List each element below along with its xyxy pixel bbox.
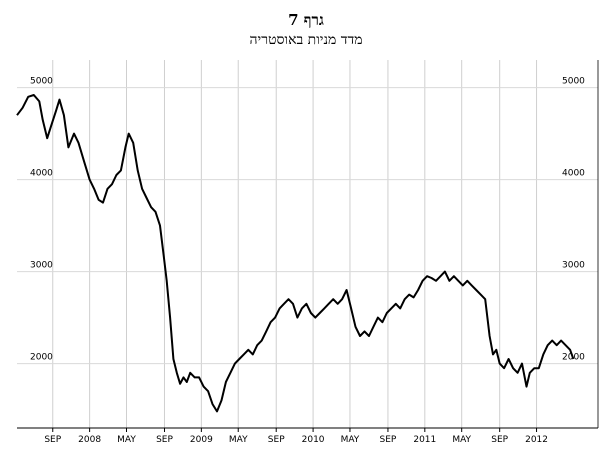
- x-tick-label: MAY: [229, 435, 248, 445]
- x-tick-label: 2011: [413, 435, 436, 445]
- x-tick-label: SEP: [380, 435, 397, 445]
- vertical-gridlines: [52, 60, 538, 428]
- y-tick-label-left: 3000: [30, 261, 53, 271]
- x-tick-label: MAY: [117, 435, 136, 445]
- x-tick-label: 2010: [302, 435, 325, 445]
- x-tick-label: MAY: [341, 435, 360, 445]
- x-tick-label: SEP: [491, 435, 508, 445]
- x-tick-label: 2008: [78, 435, 101, 445]
- x-tick-label: MAY: [452, 435, 471, 445]
- x-tick-label: 2012: [525, 435, 548, 445]
- y-tick-label-left: 5000: [30, 77, 53, 87]
- plot-frame: [17, 60, 599, 429]
- x-axis: SEP 2008 MAY SEP 2009 MAY SEP 2010 MAY SEP 2011 MAY…: [44, 428, 548, 445]
- y-tick-label-left: 2000: [30, 353, 53, 363]
- horizontal-gridlines: [17, 87, 598, 365]
- chart-subtitle: מדד מניות באוסטריה: [249, 32, 363, 48]
- chart-title: גרף 7: [288, 11, 324, 29]
- x-tick-label: SEP: [268, 435, 285, 445]
- series-line: [16, 94, 575, 413]
- y-tick-label-left: 4000: [30, 169, 53, 179]
- y-tick-label-right: 5000: [562, 77, 585, 87]
- y-axis-left: 5000 4000 3000 2000: [30, 77, 53, 363]
- x-tick-label: 2009: [190, 435, 213, 445]
- x-tick-label: SEP: [156, 435, 173, 445]
- y-tick-label-right: 3000: [562, 261, 585, 271]
- y-tick-label-right: 4000: [562, 169, 585, 179]
- x-tick-label: SEP: [44, 435, 61, 445]
